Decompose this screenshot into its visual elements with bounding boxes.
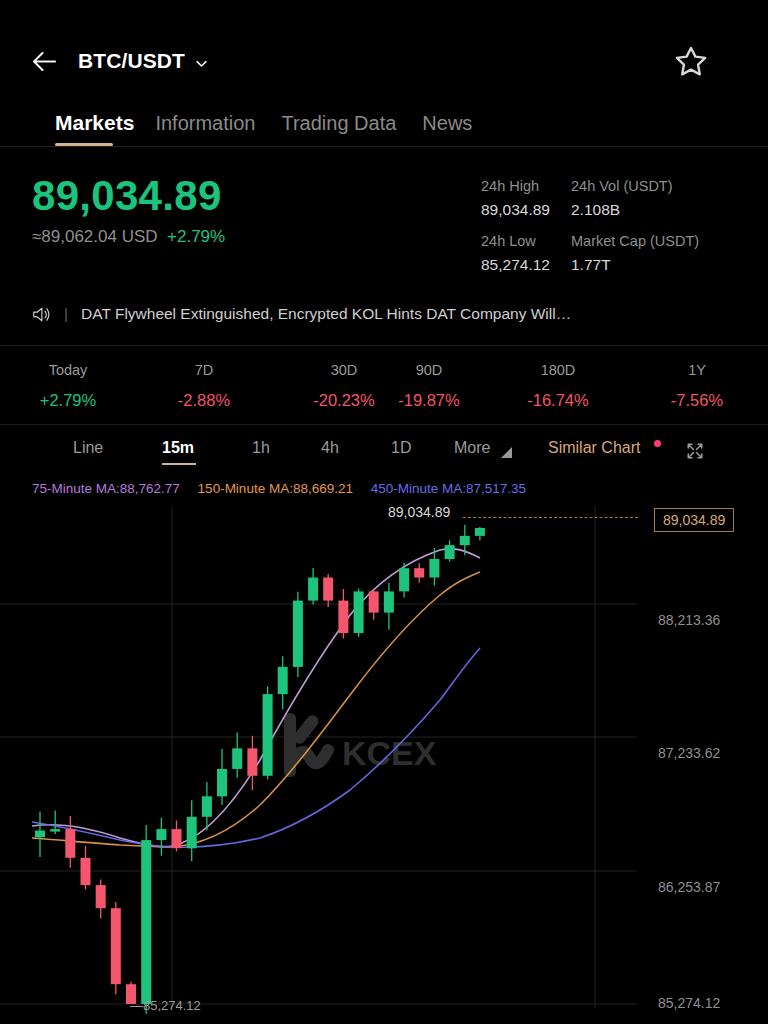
svg-text:KCEX: KCEX — [342, 734, 437, 772]
